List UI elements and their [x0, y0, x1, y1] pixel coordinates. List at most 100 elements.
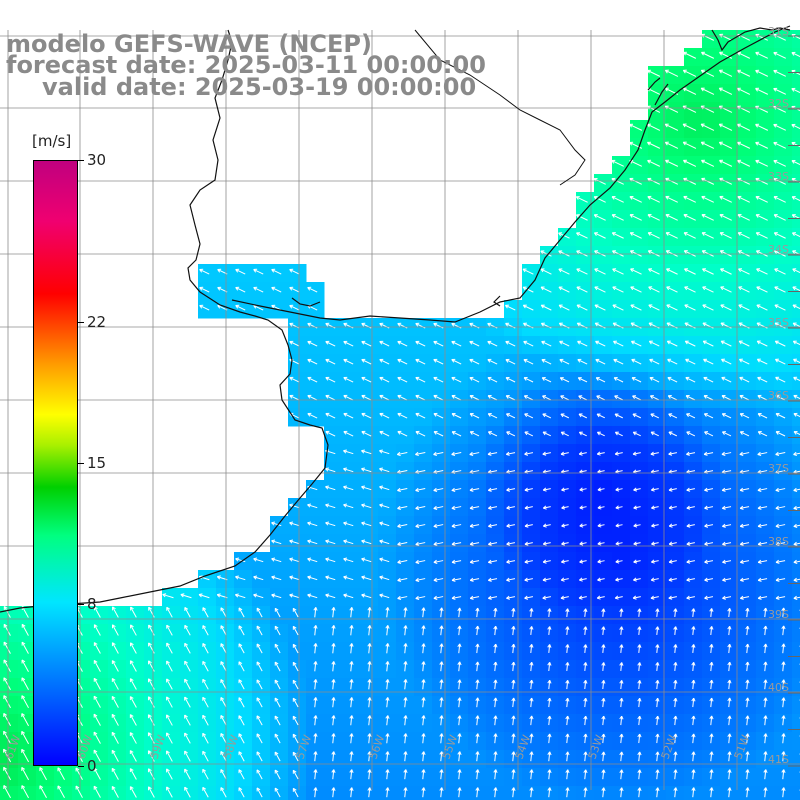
wind-arrow: [559, 340, 570, 347]
wind-arrow: [166, 696, 173, 708]
wind-arrow: [292, 625, 299, 636]
wind-arrow: [655, 787, 660, 798]
wind-arrow: [651, 523, 659, 528]
wind-arrow: [256, 769, 263, 780]
wind-arrow: [451, 412, 462, 419]
wind-arrow: [763, 643, 768, 654]
wind-cell: [792, 174, 800, 193]
wind-arrow: [529, 661, 534, 672]
wind-arrow: [791, 232, 800, 238]
wind-arrow: [529, 787, 534, 798]
wind-arrow: [93, 624, 101, 636]
wind-arrow: [511, 643, 516, 654]
wind-arrow: [415, 487, 426, 493]
wind-arrow: [343, 394, 354, 401]
wind-arrow: [403, 751, 408, 762]
wind-arrow: [349, 751, 354, 762]
wind-arrow: [524, 523, 533, 528]
wind-arrow: [745, 643, 750, 654]
wind-arrow: [763, 661, 768, 672]
wind-arrow: [292, 715, 299, 726]
wind-arrow: [403, 697, 408, 708]
wind-arrow: [745, 787, 750, 798]
wind-arrow: [683, 51, 697, 59]
wind-arrow: [792, 322, 800, 328]
wind-arrow: [439, 643, 444, 654]
wind-arrow: [684, 304, 696, 311]
wind-arrow: [739, 541, 750, 546]
wind-arrow: [349, 625, 354, 636]
wind-arrow: [648, 304, 660, 311]
wind-arrow: [199, 304, 210, 311]
colorbar-tick-label: 8: [87, 595, 97, 614]
wind-arrow: [579, 523, 587, 528]
wind-arrow: [475, 733, 480, 744]
wind-arrow: [506, 505, 515, 510]
wind-arrow: [686, 451, 696, 456]
wind-arrow: [274, 643, 281, 654]
wind-arrow: [292, 769, 299, 780]
wind-arrow: [421, 607, 426, 618]
wind-arrow: [774, 304, 786, 311]
wind-arrow: [763, 787, 768, 798]
wind-arrow: [361, 449, 372, 455]
wind-arrow: [3, 695, 11, 709]
wind-arrow: [511, 787, 516, 798]
wind-arrow: [704, 505, 714, 510]
wind-arrow: [721, 376, 732, 383]
wind-arrow: [129, 678, 137, 690]
wind-arrow: [235, 557, 246, 563]
valid-date: valid date: 2025-03-19 00:00:00: [42, 73, 477, 101]
wind-arrow: [274, 787, 281, 798]
wind-arrow: [727, 625, 732, 636]
wind-arrow: [511, 661, 516, 672]
wind-cell: [0, 786, 19, 800]
wind-arrow: [720, 340, 732, 347]
wind-arrow: [737, 213, 750, 221]
wind-arrow: [385, 733, 390, 744]
wind-arrow: [421, 643, 426, 654]
wind-arrow: [547, 697, 552, 708]
wind-arrow: [166, 786, 173, 798]
wind-arrow: [686, 431, 696, 437]
wind-arrow: [511, 679, 516, 690]
wind-arrow: [775, 541, 786, 546]
wind-arrow: [506, 595, 516, 600]
wind-arrow: [524, 413, 534, 419]
wind-arrow: [111, 785, 119, 798]
wind-arrow: [349, 679, 354, 690]
wind-arrow: [385, 625, 390, 636]
wind-arrow: [292, 751, 299, 762]
wind-arrow: [719, 195, 732, 203]
wind-arrow: [253, 593, 264, 599]
wind-arrow: [457, 715, 462, 726]
wind-arrow: [793, 451, 800, 457]
wind-arrow: [506, 577, 516, 582]
wind-arrow: [683, 250, 696, 257]
colorbar-tickmark: [78, 321, 84, 323]
wind-arrow: [542, 413, 552, 419]
wind-arrow: [421, 751, 426, 762]
wind-arrow: [331, 733, 336, 744]
wind-arrow: [583, 769, 588, 780]
wind-arrow: [737, 159, 751, 167]
wind-arrow: [274, 733, 281, 744]
wind-arrow: [343, 485, 354, 491]
wind-arrow: [292, 607, 299, 618]
wind-arrow: [379, 394, 390, 401]
wind-arrow: [755, 123, 769, 131]
wind-arrow: [238, 625, 245, 636]
wind-arrow: [184, 750, 191, 762]
wind-arrow: [469, 523, 480, 528]
wind-cell: [792, 408, 800, 427]
wind-arrow: [325, 539, 336, 545]
wind-arrow: [529, 733, 534, 744]
wind-cell: [792, 48, 800, 67]
wind-arrow: [21, 748, 30, 763]
wind-arrow: [596, 395, 606, 401]
wind-arrow: [349, 787, 354, 798]
wind-arrow: [633, 487, 641, 492]
wind-arrow: [685, 376, 696, 383]
wind-arrow: [184, 732, 191, 744]
wind-arrow: [256, 751, 263, 762]
